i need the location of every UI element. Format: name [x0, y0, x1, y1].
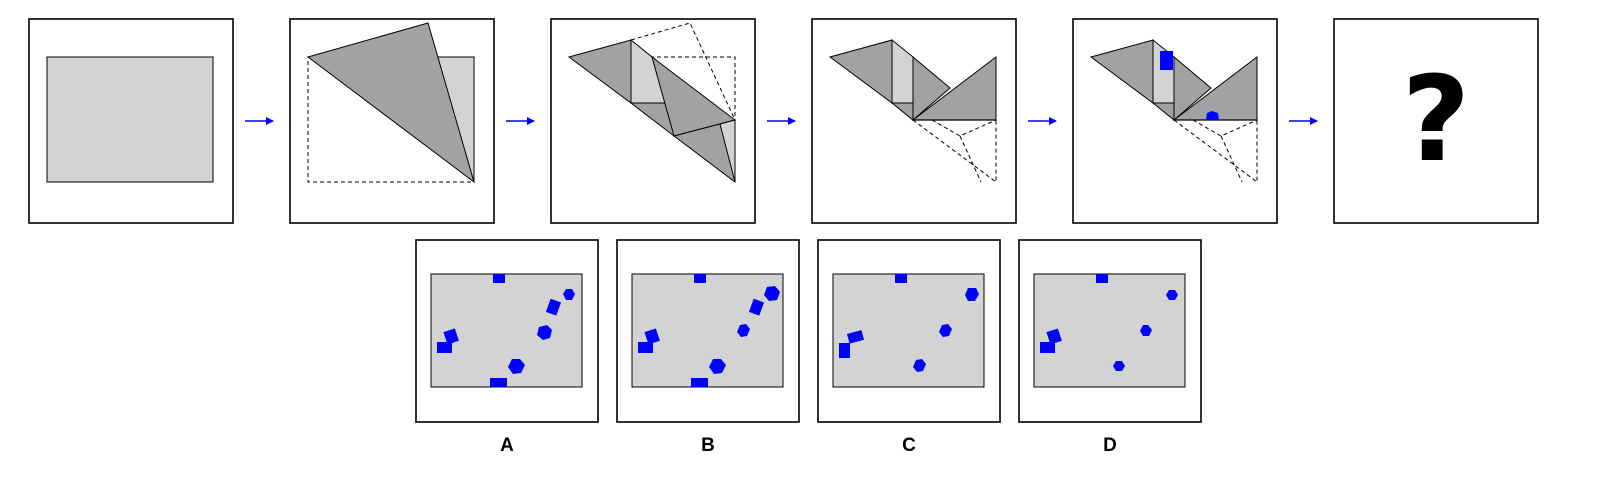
previous-fold-outline	[630, 22, 736, 121]
hole-hexagon	[965, 288, 979, 301]
hole-square	[644, 328, 660, 345]
hole-hexagon	[1113, 361, 1125, 371]
punched-hole-hexagon	[1206, 111, 1219, 120]
hole-square	[493, 274, 505, 283]
question-mark: ?	[1402, 50, 1470, 188]
hole-hexagon	[537, 325, 552, 340]
hole-hexagon	[508, 359, 525, 374]
hole-square	[694, 274, 706, 283]
option-label: A	[500, 435, 514, 456]
folded-flap	[912, 55, 951, 122]
hole-square	[846, 330, 865, 344]
answer-options: A B C	[415, 239, 1202, 456]
light-tip	[719, 119, 736, 183]
hole-square	[1046, 328, 1062, 345]
option-d[interactable]: D	[1018, 239, 1202, 456]
previous-fold-outline	[1173, 119, 1258, 183]
step-2-panel	[289, 18, 495, 224]
folded-flap	[306, 22, 475, 184]
hole-hexagon	[737, 324, 750, 337]
punched-hole-square	[1160, 51, 1173, 70]
hole-square	[1040, 342, 1055, 353]
step-6-panel: ?	[1333, 18, 1539, 224]
step-4-panel	[811, 18, 1017, 224]
option-label: D	[1103, 435, 1117, 456]
paper-sheet	[430, 273, 583, 388]
hole-square	[1096, 274, 1108, 283]
hole-square	[437, 342, 452, 353]
paper-sheet	[832, 273, 985, 388]
previous-fold-outline	[912, 119, 997, 183]
step-1-panel	[28, 18, 234, 224]
hole-square	[638, 342, 653, 353]
hole-square	[839, 343, 850, 358]
option-a[interactable]: A	[415, 239, 599, 456]
original-outline	[307, 56, 475, 183]
hole-hexagon	[1140, 325, 1152, 336]
panel-frame	[1333, 18, 1539, 224]
step-3-panel	[550, 18, 756, 224]
folded-flap	[1173, 55, 1212, 122]
hole-square	[691, 378, 708, 387]
option-c[interactable]: C	[817, 239, 1001, 456]
option-b[interactable]: B	[616, 239, 800, 456]
hole-hexagon	[1166, 290, 1178, 300]
hole-hexagon	[563, 289, 575, 300]
paper-sheet	[1033, 273, 1186, 388]
hole-hexagon	[709, 359, 726, 374]
sequence-row: ?	[28, 18, 1539, 224]
hole-square	[545, 298, 562, 316]
hole-hexagon	[764, 286, 780, 301]
hole-square	[895, 274, 907, 283]
paper-sheet	[631, 273, 784, 388]
hole-square	[490, 378, 507, 387]
option-label: B	[701, 435, 715, 456]
hole-hexagon	[939, 324, 952, 337]
hole-hexagon	[913, 359, 926, 372]
paper-sheet	[46, 56, 214, 183]
option-label: C	[902, 435, 916, 456]
hole-square	[748, 298, 765, 316]
step-5-panel	[1072, 18, 1278, 224]
hole-square	[443, 328, 459, 345]
